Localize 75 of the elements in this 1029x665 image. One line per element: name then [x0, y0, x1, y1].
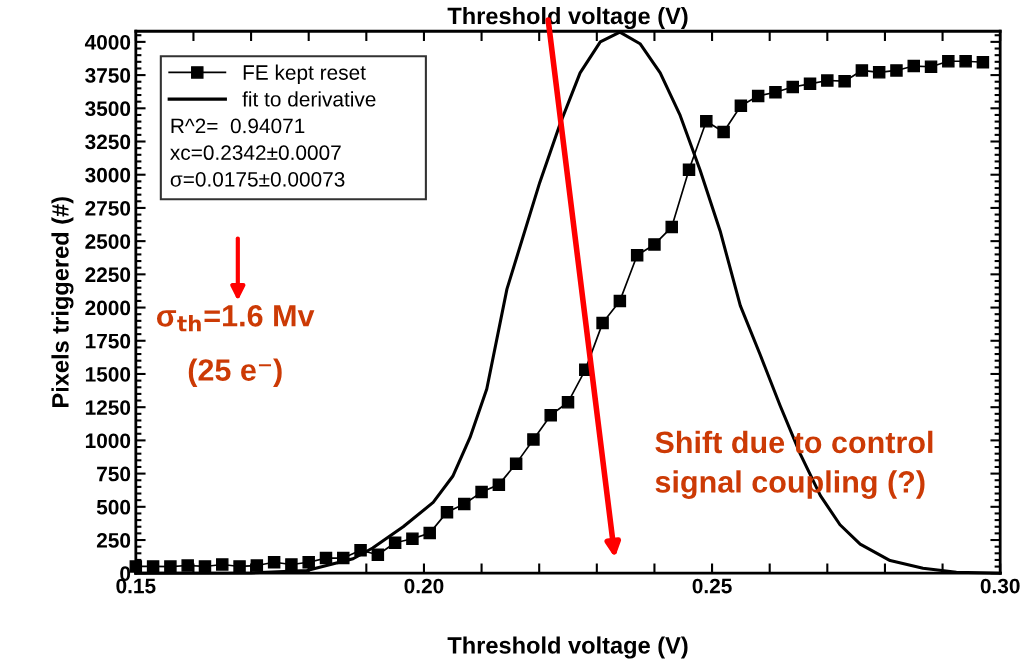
annotation: xc=0.2342±0.0007 [170, 145, 341, 161]
point [458, 497, 471, 511]
point [613, 294, 627, 308]
point [838, 74, 851, 88]
point [146, 560, 160, 573]
y-tick-label: 1250 [85, 400, 131, 415]
point [492, 478, 506, 491]
point [821, 74, 834, 87]
x2-axis-title: Threshold voltage (V) [447, 6, 688, 30]
annotation: σ=0.0175±0.00073 [170, 171, 345, 187]
point [475, 485, 488, 499]
annotation: (25 e⁻) [188, 358, 282, 387]
point [959, 55, 972, 68]
point [734, 99, 748, 113]
y-tick-label: 3000 [85, 167, 131, 183]
y-tick-label: 2500 [85, 234, 131, 249]
point [267, 555, 281, 569]
point [648, 238, 661, 251]
y-tick-label: 3250 [85, 134, 131, 150]
legend-label: FE kept reset [243, 64, 366, 85]
y-tick-label: 1000 [85, 433, 131, 449]
point [890, 64, 903, 77]
point [302, 555, 315, 569]
point [371, 548, 385, 562]
y-tick-label: 1500 [85, 366, 131, 382]
point [630, 248, 644, 262]
annotation: R^2= 0.94071 [171, 118, 305, 134]
y-tick-label: 750 [97, 466, 131, 482]
point [181, 559, 194, 572]
point [924, 60, 938, 73]
point [388, 536, 402, 550]
point [440, 505, 454, 519]
y-axis-title: Pixels triggered (#) [51, 197, 74, 407]
y-tick-label: 4000 [84, 34, 131, 50]
point [907, 59, 921, 73]
y-tick-label: 3500 [85, 101, 131, 117]
y-tick-label: 2250 [85, 267, 131, 283]
y-tick-label: 500 [96, 499, 131, 515]
point [216, 558, 229, 571]
point [700, 115, 713, 128]
point [198, 560, 212, 573]
point [319, 551, 333, 565]
point [544, 408, 557, 422]
point [596, 316, 609, 330]
y-tick-label: 250 [96, 533, 131, 548]
point [803, 77, 817, 91]
point [872, 66, 886, 79]
point [527, 433, 540, 446]
point [682, 163, 696, 177]
point [561, 396, 575, 409]
y-tick-label: 1750 [85, 333, 131, 349]
y-tick-label: 3750 [85, 68, 131, 83]
point [786, 80, 799, 94]
x-tick-label: 0.25 [692, 578, 732, 594]
point [751, 89, 765, 103]
point [406, 532, 419, 545]
legend-label: fit to derivative [242, 91, 376, 107]
point [164, 560, 177, 573]
annotation: σ$_{th}$=1.6 Mv [156, 305, 315, 332]
x-tick-label: 0.20 [404, 578, 444, 594]
point [423, 526, 436, 540]
point [976, 55, 990, 69]
y-tick-label: 2750 [85, 200, 131, 216]
point [855, 64, 869, 77]
point [942, 55, 955, 68]
point [717, 125, 730, 139]
point [769, 85, 782, 99]
x-tick-label: 0.30 [980, 578, 1020, 594]
point [509, 457, 523, 470]
point [665, 220, 678, 234]
point [233, 560, 246, 573]
point [285, 558, 298, 571]
point [250, 559, 264, 572]
x-axis-title: Threshold voltage (V) [447, 636, 688, 659]
y-tick-label: 2000 [85, 300, 131, 316]
